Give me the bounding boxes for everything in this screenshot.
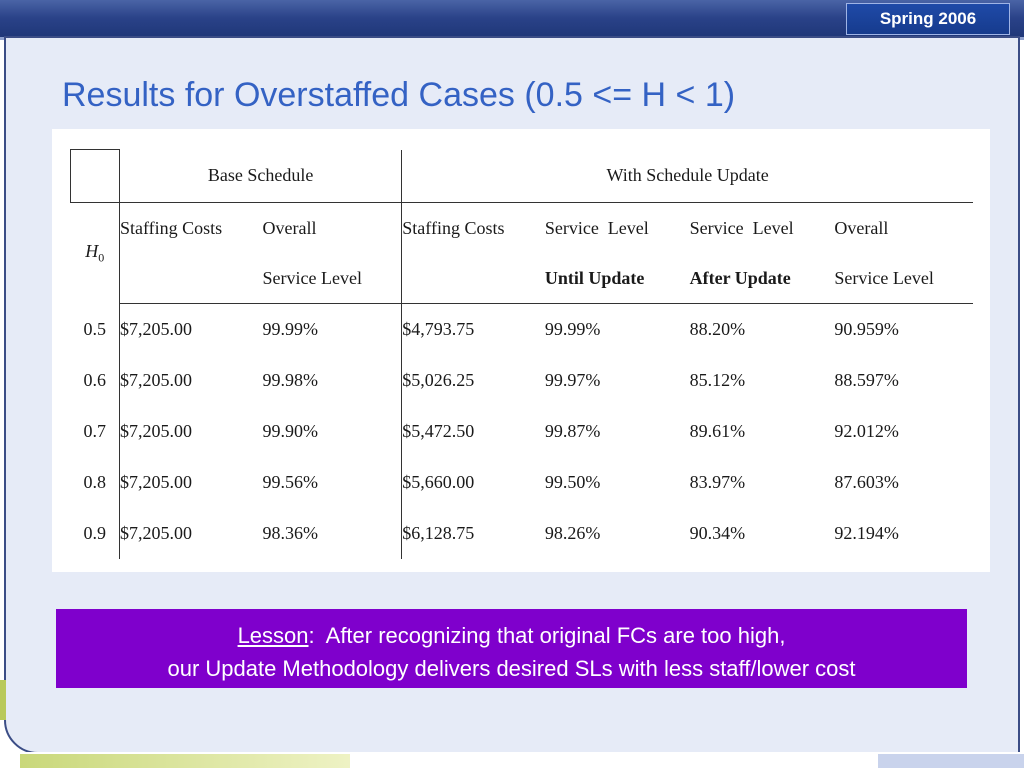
footer-accent-green: [20, 754, 350, 768]
cell: 90.34%: [689, 523, 746, 543]
cell: 92.194%: [834, 523, 899, 543]
cell: $7,205.00: [120, 472, 192, 492]
cell: 83.97%: [689, 472, 746, 492]
cell: $7,205.00: [120, 319, 192, 339]
schedule-update-header: With Schedule Update: [401, 149, 973, 203]
cell: 90.959%: [834, 319, 899, 339]
col-header: Service Level: [544, 217, 649, 238]
base-schedule-header: Base Schedule: [119, 149, 403, 203]
cell: $5,472.50: [402, 421, 475, 441]
table-row: 0.8 $7,205.00 99.56% $5,660.00 99.50% 83…: [70, 457, 974, 508]
col-header: Until Update: [544, 253, 690, 304]
left-accent: [0, 680, 6, 720]
cell: 88.20%: [689, 319, 746, 339]
col-header: Overall: [834, 217, 889, 238]
h0-header: H0: [70, 202, 120, 304]
cell: 85.12%: [689, 370, 746, 390]
cell: 99.99%: [544, 319, 601, 339]
cell: 99.99%: [262, 303, 403, 355]
cell: $5,026.25: [402, 370, 475, 390]
cell: $4,793.75: [402, 319, 475, 339]
cell: 99.98%: [262, 355, 403, 406]
column-header-row-2: Service Level Until Update After Update …: [71, 253, 973, 304]
date-badge: Spring 2006: [846, 3, 1010, 35]
cell: 87.603%: [834, 472, 899, 492]
col-header: Service Level: [262, 253, 403, 304]
table-row: 0.5 $7,205.00 99.99% $4,793.75 99.99% 88…: [70, 303, 974, 355]
cell: 88.597%: [834, 370, 899, 390]
lesson-line-1: Lesson: After recognizing that original …: [56, 619, 967, 652]
cell: $6,128.75: [402, 523, 475, 543]
col-header: Service Level: [834, 253, 973, 304]
cell: 99.97%: [544, 370, 601, 390]
cell: 99.87%: [544, 421, 601, 441]
col-header: Overall: [262, 202, 403, 253]
slide-title: Results for Overstaffed Cases (0.5 <= H …: [62, 76, 736, 114]
results-table-card: Base Schedule With Schedule Update H0 St…: [52, 129, 990, 572]
empty-corner-cell: [70, 149, 120, 203]
cell: 89.61%: [689, 421, 746, 441]
lesson-callout: Lesson: After recognizing that original …: [56, 609, 967, 688]
cell: 99.50%: [544, 472, 601, 492]
cell: 99.56%: [262, 457, 403, 508]
cell: $5,660.00: [402, 472, 475, 492]
col-header: Staffing Costs: [402, 217, 505, 238]
table-row: 0.6 $7,205.00 99.98% $5,026.25 99.97% 85…: [70, 355, 974, 406]
footer-accent-blue: [878, 754, 1024, 768]
column-header-row-1: H0 Staffing Costs Overall Staffing Costs…: [70, 202, 974, 304]
cell: 99.90%: [262, 406, 403, 457]
cell: 98.36%: [262, 508, 403, 559]
h0-cell: 0.9: [70, 508, 120, 559]
h0-cell: 0.8: [70, 457, 120, 508]
cell: $7,205.00: [120, 523, 192, 543]
col-header: After Update: [689, 253, 835, 304]
h0-cell: 0.7: [70, 406, 120, 457]
h0-cell: 0.6: [70, 355, 120, 406]
lesson-label: Lesson: [237, 623, 309, 648]
cell: 92.012%: [834, 421, 899, 441]
cell: $7,205.00: [120, 370, 192, 390]
col-header: Service Level: [689, 217, 794, 238]
lesson-line-2: our Update Methodology delivers desired …: [167, 656, 856, 681]
col-header: [401, 253, 545, 304]
table-row: 0.9 $7,205.00 98.36% $6,128.75 98.26% 90…: [70, 508, 974, 559]
h0-cell: 0.5: [70, 303, 120, 355]
cell: 98.26%: [544, 523, 601, 543]
col-header: Staffing Costs: [120, 217, 223, 238]
cell: $7,205.00: [120, 421, 192, 441]
table-group-header-row: Base Schedule With Schedule Update: [70, 149, 973, 203]
col-header: [119, 253, 263, 304]
lesson-line-1-text: : After recognizing that original FCs ar…: [308, 623, 786, 648]
results-table: Base Schedule With Schedule Update H0 St…: [70, 149, 973, 559]
table-row: 0.7 $7,205.00 99.90% $5,472.50 99.87% 89…: [70, 406, 974, 457]
